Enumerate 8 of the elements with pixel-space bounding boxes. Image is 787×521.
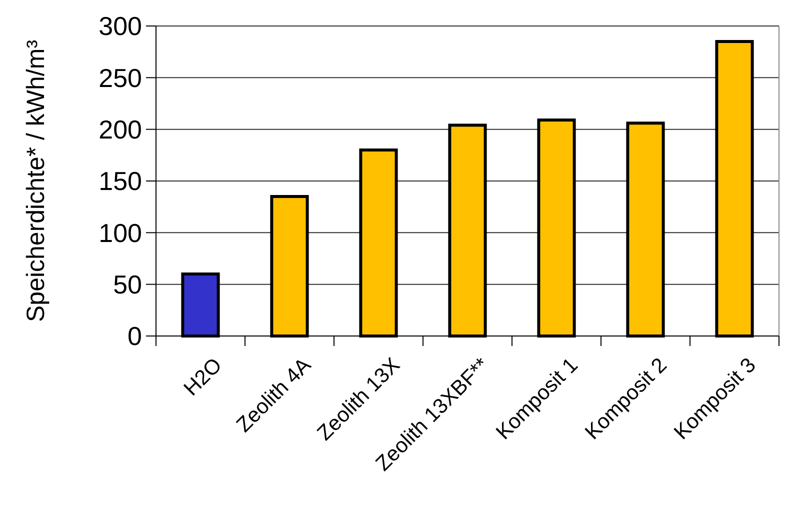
y-tick-label: 50 xyxy=(113,269,142,300)
y-tick-label: 200 xyxy=(98,114,142,144)
y-tick-label: 150 xyxy=(98,166,142,196)
y-tick-label: 250 xyxy=(98,62,142,93)
y-axis-title: Speicherdichte* / kWh/m³ xyxy=(22,40,50,322)
y-tick-label: 300 xyxy=(98,11,142,42)
y-tick-label: 100 xyxy=(98,218,142,248)
y-tick-label: 0 xyxy=(128,321,142,352)
